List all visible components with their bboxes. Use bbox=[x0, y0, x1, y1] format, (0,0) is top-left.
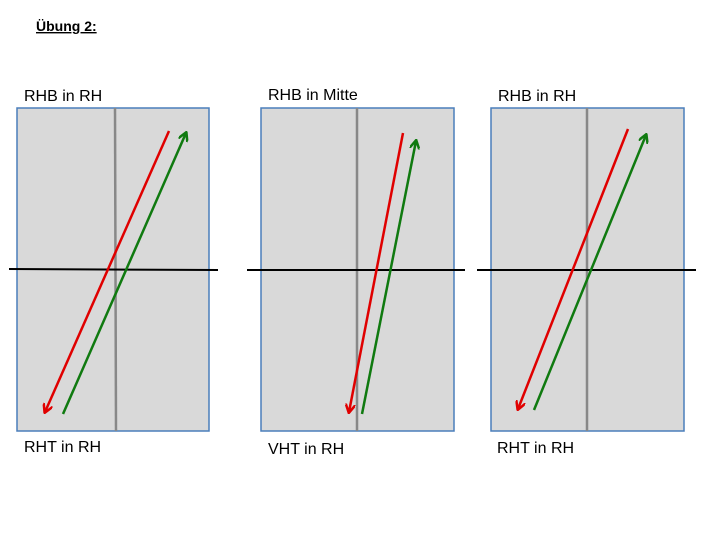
top-label: RHB in RH bbox=[24, 88, 102, 105]
bottom-label: RHT in RH bbox=[24, 439, 101, 456]
panel: RHB in RH RHT in RH bbox=[477, 88, 696, 457]
title: Übung 2: bbox=[36, 18, 97, 34]
panel: RHB in Mitte VHT in RH bbox=[247, 87, 465, 458]
panel: RHB in RH RHT in RH bbox=[8, 88, 219, 456]
bottom-label: RHT in RH bbox=[497, 440, 574, 457]
bottom-label: VHT in RH bbox=[268, 441, 344, 458]
top-label: RHB in RH bbox=[498, 88, 576, 105]
top-label: RHB in Mitte bbox=[268, 87, 358, 104]
